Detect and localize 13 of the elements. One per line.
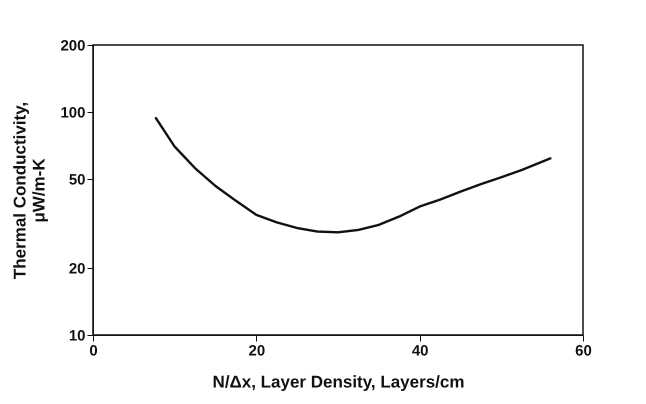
y-tick-label: 20 (68, 260, 86, 278)
x-tick-label: 20 (248, 342, 266, 360)
y-tick-label: 100 (60, 104, 86, 122)
x-tick-label: 40 (412, 342, 429, 360)
x-tick-label: 60 (575, 342, 592, 360)
text: μW/m-K (29, 158, 48, 223)
line-series (154, 116, 552, 234)
y-tick-label: 200 (60, 38, 86, 54)
x-axis-title: N/Δx, Layer Density, Layers/cm (212, 372, 464, 392)
text: Thermal Conductivity, (10, 102, 30, 280)
y-tick-label: 50 (68, 172, 86, 189)
x-tick-label: 0 (89, 342, 98, 360)
y-tick-label: 10 (68, 328, 86, 344)
